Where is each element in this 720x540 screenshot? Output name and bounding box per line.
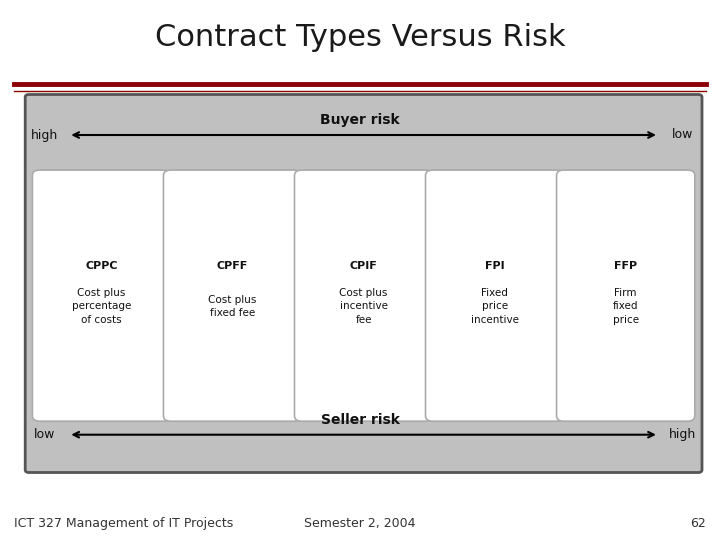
Text: CPFF: CPFF	[217, 261, 248, 271]
Text: high: high	[31, 129, 58, 141]
Text: low: low	[672, 129, 693, 141]
Text: low: low	[34, 428, 55, 441]
Text: ICT 327 Management of IT Projects: ICT 327 Management of IT Projects	[14, 517, 234, 530]
Text: FFP: FFP	[614, 261, 637, 271]
Text: Semester 2, 2004: Semester 2, 2004	[305, 517, 415, 530]
Text: FPI: FPI	[485, 261, 505, 271]
Text: Firm
fixed
price: Firm fixed price	[613, 288, 639, 325]
FancyBboxPatch shape	[294, 170, 433, 421]
FancyBboxPatch shape	[32, 170, 171, 421]
Text: Buyer risk: Buyer risk	[320, 113, 400, 127]
Text: Fixed
price
incentive: Fixed price incentive	[471, 288, 518, 325]
FancyBboxPatch shape	[557, 170, 695, 421]
Text: CPIF: CPIF	[350, 261, 377, 271]
FancyBboxPatch shape	[163, 170, 302, 421]
Text: Seller risk: Seller risk	[320, 413, 400, 427]
Text: high: high	[669, 428, 696, 441]
Text: Cost plus
incentive
fee: Cost plus incentive fee	[339, 288, 388, 325]
FancyBboxPatch shape	[25, 94, 702, 472]
Text: 62: 62	[690, 517, 706, 530]
Text: Cost plus
fixed fee: Cost plus fixed fee	[208, 295, 257, 318]
Text: Contract Types Versus Risk: Contract Types Versus Risk	[155, 23, 565, 52]
Text: CPPC: CPPC	[85, 261, 118, 271]
FancyBboxPatch shape	[426, 170, 564, 421]
Text: Cost plus
percentage
of costs: Cost plus percentage of costs	[72, 288, 131, 325]
